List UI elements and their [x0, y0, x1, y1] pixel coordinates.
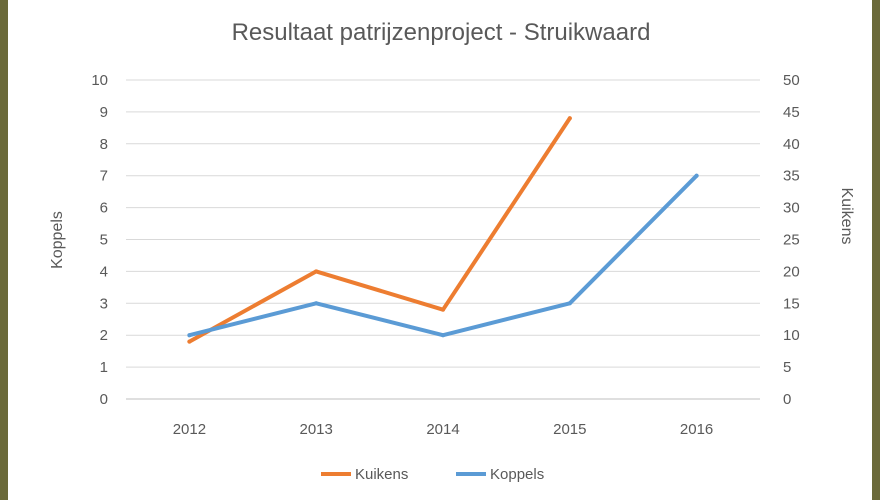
left-tick-label: 9 [100, 104, 108, 121]
right-tick-label: 10 [783, 327, 800, 344]
left-tick-label: 0 [100, 391, 108, 408]
chart-title: Resultaat patrijzenproject - Struikwaard [232, 19, 651, 46]
data-point-koppels [694, 173, 699, 178]
right-tick-label: 0 [783, 391, 791, 408]
left-tick-label: 3 [100, 295, 108, 312]
data-point-koppels [441, 333, 445, 338]
series-lines [187, 116, 699, 344]
left-tick-label: 8 [100, 136, 108, 153]
right-tick-label: 35 [783, 168, 800, 185]
right-tick-label: 30 [783, 200, 800, 217]
x-tick-label: 2012 [173, 421, 206, 438]
x-tick-label: 2013 [300, 421, 333, 438]
right-tick-label: 20 [783, 263, 800, 280]
left-axis-ticks: 0 1 2 3 4 5 6 7 8 9 10 [91, 72, 108, 408]
left-axis-title: Koppels [49, 211, 66, 269]
right-axis-title: Kuikens [838, 188, 855, 245]
right-tick-label: 25 [783, 232, 800, 249]
data-point-koppels [567, 301, 572, 306]
left-tick-label: 6 [100, 200, 108, 217]
line-chart: Resultaat patrijzenproject - Struikwaard… [49, 19, 855, 483]
legend: Kuikens Koppels [321, 466, 544, 483]
right-tick-label: 15 [783, 295, 800, 312]
right-tick-label: 40 [783, 136, 800, 153]
left-tick-label: 7 [100, 168, 108, 185]
gridlines [126, 79, 760, 400]
right-tick-label: 5 [783, 359, 791, 376]
left-tick-label: 1 [100, 359, 108, 376]
x-axis-ticks: 2012 2013 2014 2015 2016 [173, 421, 714, 438]
x-tick-label: 2016 [680, 421, 713, 438]
data-point-kuikens [441, 307, 445, 312]
data-point-koppels [187, 333, 192, 338]
right-tick-label: 45 [783, 104, 800, 121]
right-tick-label: 50 [783, 72, 800, 89]
left-tick-label: 10 [91, 72, 108, 89]
data-point-kuikens [314, 269, 319, 274]
chart-frame: Resultaat patrijzenproject - Struikwaard… [8, 0, 872, 500]
data-point-kuikens [567, 116, 572, 121]
legend-label-koppels: Koppels [490, 466, 544, 483]
data-point-koppels [314, 301, 319, 306]
series-line-kuikens [187, 116, 572, 344]
left-tick-label: 2 [100, 327, 108, 344]
left-tick-label: 4 [100, 263, 108, 280]
x-tick-label: 2015 [553, 421, 586, 438]
right-axis-ticks: 0 5 10 15 20 25 30 35 40 45 50 [783, 72, 800, 408]
left-tick-label: 5 [100, 232, 108, 249]
legend-label-kuikens: Kuikens [355, 466, 408, 483]
data-point-kuikens [187, 339, 192, 344]
x-tick-label: 2014 [426, 421, 459, 438]
